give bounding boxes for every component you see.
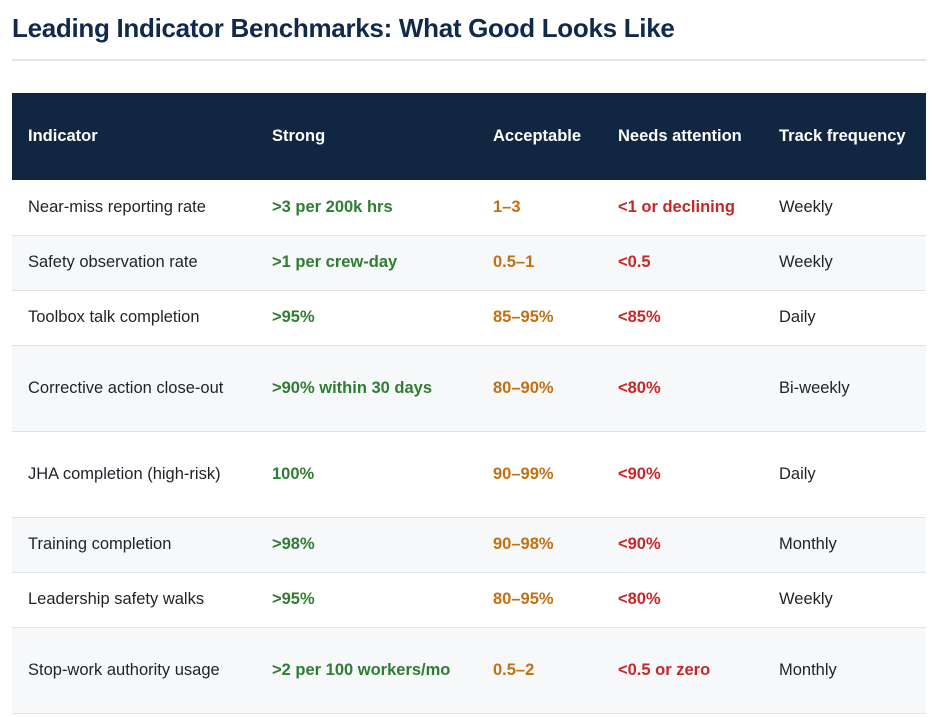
cell-indicator: JHA completion (high-risk): [12, 431, 256, 518]
cell-needs-attention: <0.5 or zero: [602, 627, 763, 714]
cell-strong: >1 per crew-day: [256, 235, 477, 291]
cell-needs-attention: <80%: [602, 345, 763, 432]
cell-acceptable: 0.5–1: [477, 235, 602, 291]
header-acceptable: Acceptable: [477, 93, 602, 180]
header-needs-attention: Needs attention: [602, 93, 763, 180]
header-indicator: Indicator: [12, 93, 256, 180]
cell-acceptable: 80–90%: [477, 345, 602, 432]
cell-strong: >2 per 100 workers/mo: [256, 627, 477, 714]
header-track-frequency: Track frequency: [763, 93, 926, 180]
cell-indicator: Training completion: [12, 517, 256, 573]
table-header: Indicator Strong Acceptable Needs attent…: [12, 93, 926, 180]
cell-frequency: Monthly: [763, 627, 926, 714]
cell-acceptable: 80–95%: [477, 572, 602, 628]
cell-needs-attention: <80%: [602, 572, 763, 628]
cell-strong: >90% within 30 days: [256, 345, 477, 432]
cell-acceptable: 90–99%: [477, 431, 602, 518]
table-body: Near-miss reporting rate >3 per 200k hrs…: [12, 180, 926, 714]
cell-frequency: Bi-weekly: [763, 345, 926, 432]
cell-needs-attention: <0.5: [602, 235, 763, 291]
cell-indicator: Stop-work authority usage: [12, 627, 256, 714]
benchmark-table: Indicator Strong Acceptable Needs attent…: [12, 93, 926, 714]
table-row: Toolbox talk completion >95% 85–95% <85%…: [12, 290, 926, 346]
cell-acceptable: 90–98%: [477, 517, 602, 573]
cell-acceptable: 1–3: [477, 180, 602, 236]
cell-frequency: Weekly: [763, 572, 926, 628]
cell-indicator: Toolbox talk completion: [12, 290, 256, 346]
cell-strong: >95%: [256, 290, 477, 346]
cell-strong: 100%: [256, 431, 477, 518]
cell-indicator: Leadership safety walks: [12, 572, 256, 628]
title-divider: [12, 59, 926, 61]
cell-needs-attention: <90%: [602, 517, 763, 573]
header-strong: Strong: [256, 93, 477, 180]
page-title: Leading Indicator Benchmarks: What Good …: [12, 13, 675, 43]
cell-acceptable: 0.5–2: [477, 627, 602, 714]
table-row: Training completion >98% 90–98% <90% Mon…: [12, 517, 926, 573]
cell-needs-attention: <90%: [602, 431, 763, 518]
cell-indicator: Near-miss reporting rate: [12, 180, 256, 236]
table-row: Leadership safety walks >95% 80–95% <80%…: [12, 572, 926, 628]
cell-frequency: Daily: [763, 290, 926, 346]
header-row: Indicator Strong Acceptable Needs attent…: [12, 93, 926, 180]
cell-frequency: Weekly: [763, 235, 926, 291]
cell-strong: >95%: [256, 572, 477, 628]
cell-frequency: Monthly: [763, 517, 926, 573]
table-row: JHA completion (high-risk) 100% 90–99% <…: [12, 431, 926, 518]
table-row: Near-miss reporting rate >3 per 200k hrs…: [12, 180, 926, 236]
cell-strong: >3 per 200k hrs: [256, 180, 477, 236]
cell-strong: >98%: [256, 517, 477, 573]
cell-indicator: Corrective action close-out: [12, 345, 256, 432]
cell-indicator: Safety observation rate: [12, 235, 256, 291]
cell-acceptable: 85–95%: [477, 290, 602, 346]
cell-needs-attention: <85%: [602, 290, 763, 346]
table-row: Corrective action close-out >90% within …: [12, 345, 926, 432]
cell-needs-attention: <1 or declining: [602, 180, 763, 236]
table-row: Stop-work authority usage >2 per 100 wor…: [12, 627, 926, 714]
cell-frequency: Daily: [763, 431, 926, 518]
cell-frequency: Weekly: [763, 180, 926, 236]
table-row: Safety observation rate >1 per crew-day …: [12, 235, 926, 291]
